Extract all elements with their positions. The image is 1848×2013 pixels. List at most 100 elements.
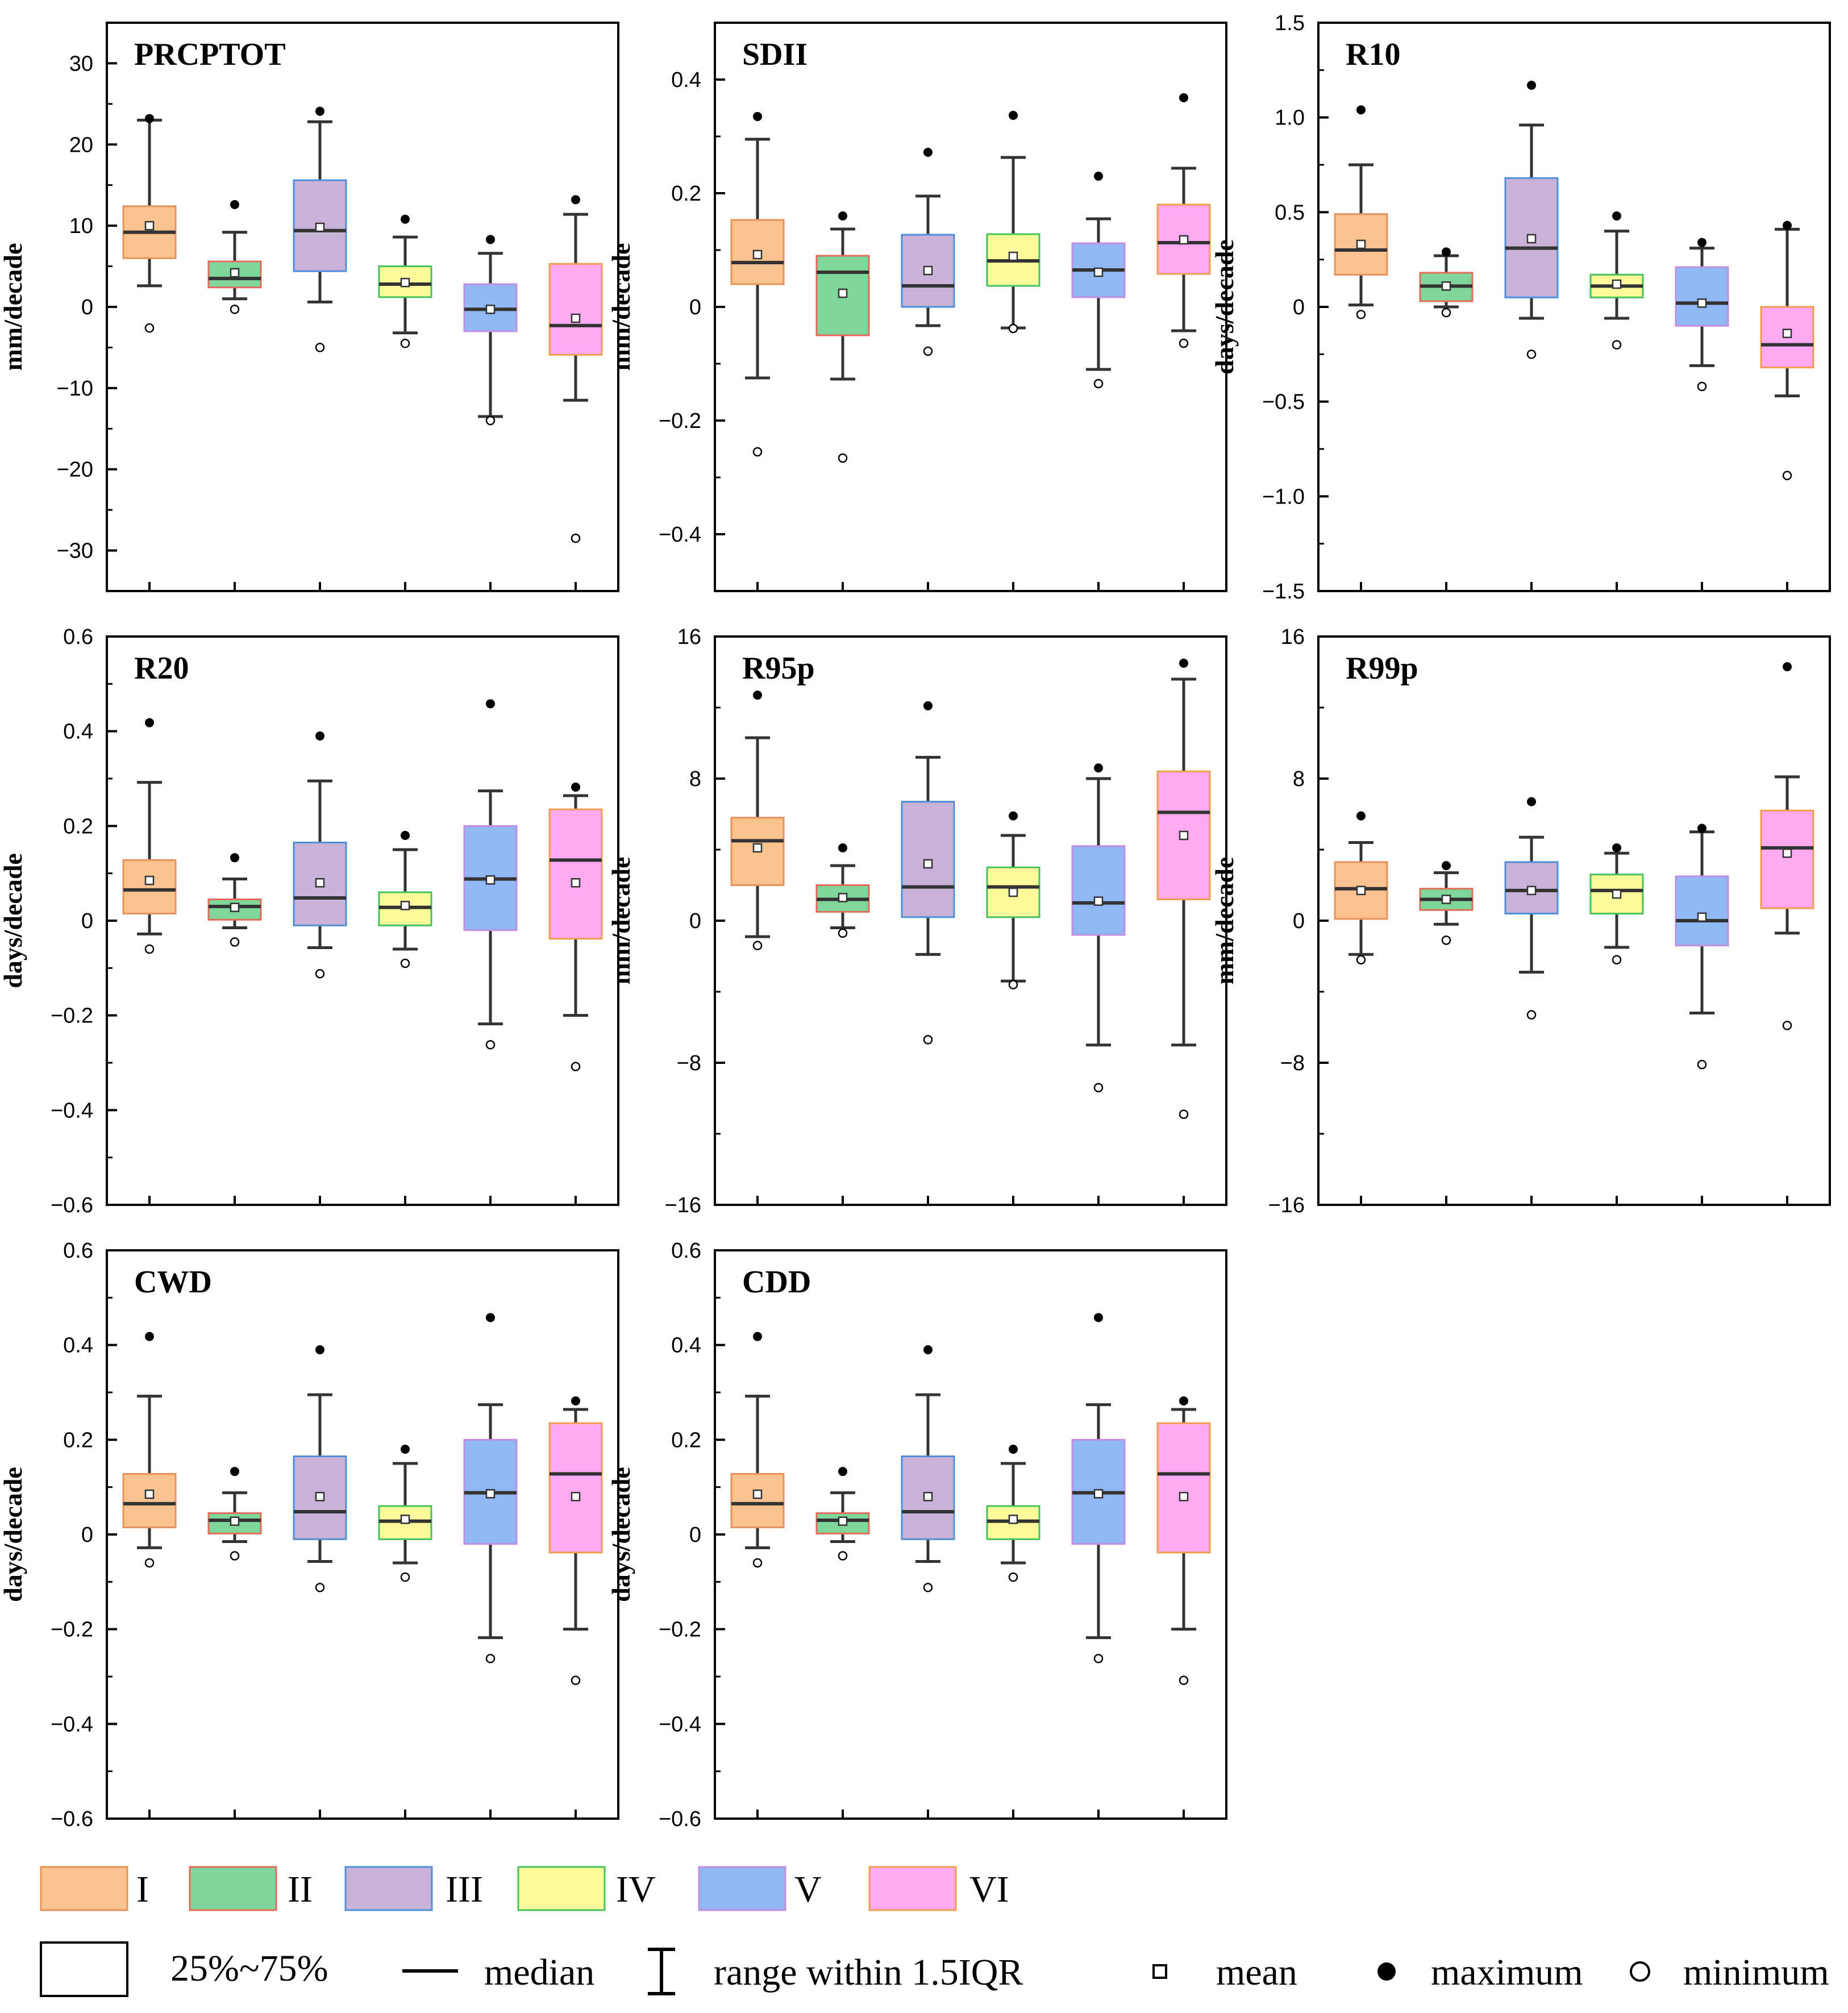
max-marker xyxy=(838,1467,847,1477)
max-marker xyxy=(315,1345,324,1354)
y-tick-label: 8 xyxy=(1293,767,1305,791)
y-tick-label: −0.6 xyxy=(51,1807,93,1831)
y-tick-label: −8 xyxy=(1280,1051,1305,1075)
min-marker xyxy=(1697,381,1707,392)
max-marker xyxy=(315,106,324,116)
mean-marker xyxy=(1008,1515,1018,1524)
box-I xyxy=(1334,105,1388,319)
mean-marker xyxy=(1697,298,1707,308)
legend-range-label: range within 1.5IQR xyxy=(714,1952,1023,1993)
box-IV xyxy=(986,1445,1040,1582)
min-marker xyxy=(1179,1675,1189,1685)
legend-label: VI xyxy=(969,1869,1009,1910)
box-I xyxy=(730,1332,785,1568)
box-V xyxy=(1675,824,1729,1070)
mean-marker xyxy=(230,1516,240,1526)
mean-marker xyxy=(838,893,848,902)
y-tick-label: −0.4 xyxy=(51,1099,93,1122)
legend-item-III: III xyxy=(344,1866,483,1911)
min-marker xyxy=(838,928,848,938)
box-IV xyxy=(378,831,432,968)
min-marker xyxy=(838,453,848,463)
max-marker xyxy=(1612,843,1621,852)
y-tick-label: 0 xyxy=(689,1523,701,1547)
mean-marker xyxy=(485,305,496,314)
legend-box-swatch xyxy=(40,1941,128,1997)
y-tick-label: 0 xyxy=(1293,909,1305,933)
min-marker xyxy=(144,1558,155,1568)
y-tick-label: 0.6 xyxy=(671,1239,701,1263)
mean-marker xyxy=(315,1492,325,1502)
panel-title: R95p xyxy=(742,651,815,686)
mean-marker xyxy=(1782,328,1792,338)
max-marker xyxy=(1009,1445,1018,1454)
box-III xyxy=(901,148,955,356)
legend-item-IV: IV xyxy=(517,1866,656,1911)
legend-label: II xyxy=(288,1869,313,1910)
mean-marker xyxy=(752,1489,763,1499)
y-tick-label: −1.5 xyxy=(1262,580,1305,604)
y-tick-label: 0.5 xyxy=(1275,201,1305,224)
box-III xyxy=(293,106,347,352)
mean-marker xyxy=(1093,896,1104,906)
mean-marker xyxy=(1612,279,1622,289)
y-tick-label: 0.6 xyxy=(63,625,93,649)
legend: I II III IV V VI 25%~75% median range within … xyxy=(40,1866,1829,1997)
mean-marker xyxy=(1697,912,1707,922)
box-III xyxy=(901,1345,955,1592)
mean-marker xyxy=(838,1516,848,1526)
box-II xyxy=(815,843,870,938)
max-marker xyxy=(1009,811,1018,821)
box-VI xyxy=(1156,658,1211,1119)
box-II xyxy=(207,1467,262,1561)
mean-marker xyxy=(1526,885,1537,896)
panel-title: SDII xyxy=(742,37,808,72)
y-tick-label: −0.5 xyxy=(1262,390,1305,414)
legend-maximum-label: maximum xyxy=(1431,1952,1583,1993)
min-marker xyxy=(144,323,155,333)
min-marker xyxy=(838,1551,848,1561)
iqr-box xyxy=(730,1473,785,1528)
box-II xyxy=(815,1467,870,1561)
mean-marker xyxy=(1008,887,1018,897)
min-marker xyxy=(315,969,325,979)
min-marker xyxy=(315,343,325,352)
y-tick-label: 0 xyxy=(81,1523,93,1547)
box-I xyxy=(730,691,785,950)
mean-marker xyxy=(1356,885,1366,896)
max-marker xyxy=(145,1332,154,1341)
box-IV xyxy=(378,214,432,348)
box-V xyxy=(463,699,518,1050)
box-III xyxy=(293,731,347,979)
mean-marker xyxy=(1612,889,1622,899)
min-marker xyxy=(1782,471,1792,480)
mean-marker xyxy=(752,843,763,853)
min-marker xyxy=(1179,1109,1189,1119)
y-tick-label: −0.6 xyxy=(51,1193,93,1217)
mean-marker xyxy=(144,221,155,231)
max-marker xyxy=(1527,797,1536,806)
box-V xyxy=(1675,238,1729,392)
y-tick-label: −0.6 xyxy=(659,1807,701,1831)
max-marker xyxy=(315,731,324,741)
min-marker xyxy=(1008,323,1018,334)
iqr-box xyxy=(1675,266,1729,327)
max-marker xyxy=(486,235,495,244)
panel-r10: −1.5 −1.0 −0.5 0 0.5 1.0 1.5 days/decade R10 xyxy=(1210,11,1831,604)
y-tick-label: −1.0 xyxy=(1262,485,1305,509)
legend-swatch xyxy=(698,1866,786,1911)
chart-panels: −30 −20 −10 0 10 20 30 mm/decade PRCPTOT −0.4 −0.2… xyxy=(0,11,1831,1831)
box-IV xyxy=(1589,211,1644,350)
panel-r95p: −16 −8 0 8 16 mm/decade R95p xyxy=(606,625,1227,1217)
mean-marker xyxy=(923,859,933,869)
box-V xyxy=(463,235,518,426)
mean-marker xyxy=(1356,239,1366,249)
box-III xyxy=(901,701,955,1045)
legend-swatch xyxy=(189,1866,277,1911)
mean-marker xyxy=(1093,267,1104,277)
panel-r20: −0.6 −0.4 −0.2 0 0.2 0.4 0.6 days/decade R20 xyxy=(0,625,619,1217)
y-tick-label: 0 xyxy=(81,909,93,933)
y-tick-label: 1.5 xyxy=(1275,11,1305,35)
panel-title: R99p xyxy=(1346,651,1418,686)
y-tick-label: −0.2 xyxy=(659,1618,701,1642)
